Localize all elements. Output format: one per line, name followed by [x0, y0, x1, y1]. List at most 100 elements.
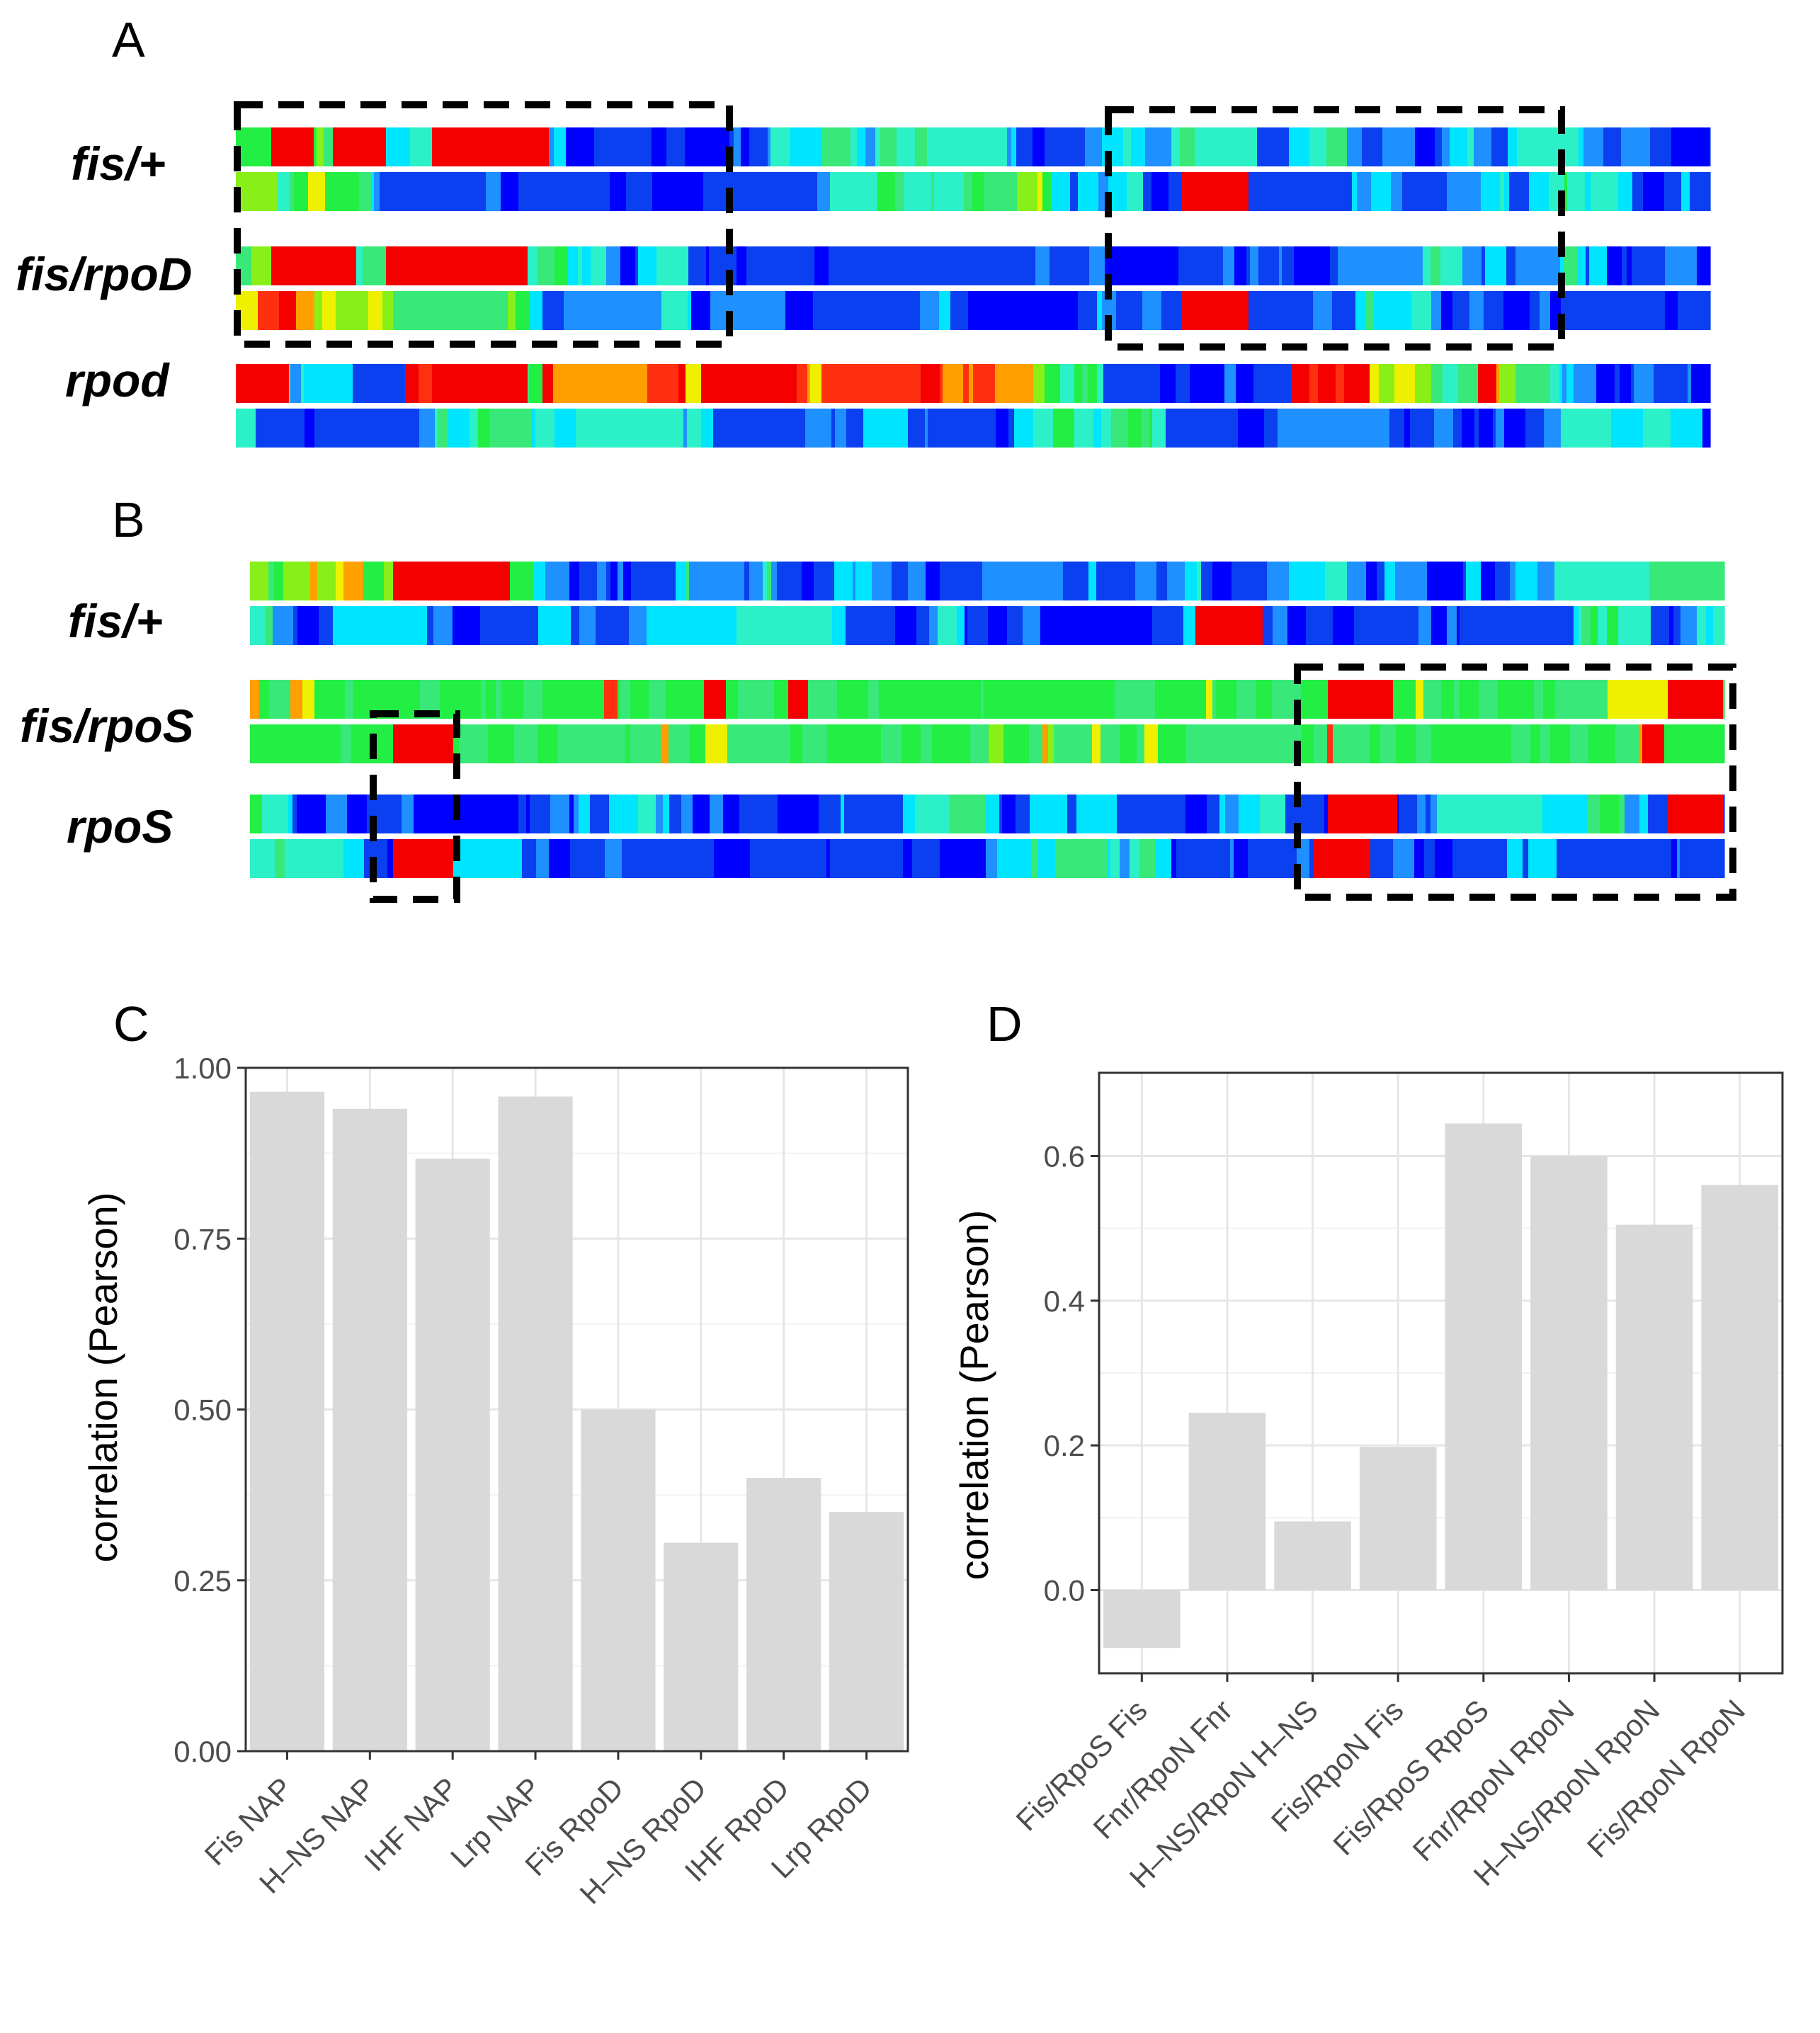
heatmap-cell [604, 680, 618, 719]
heatmap-cell [1441, 680, 1455, 719]
heatmap-cell [1023, 724, 1030, 763]
heatmap-cell [817, 172, 831, 211]
heatmap-cell [594, 127, 610, 166]
heatmap-cell [1282, 246, 1295, 285]
heatmap-cell [1278, 127, 1290, 166]
heatmap-cell [690, 724, 706, 763]
heatmap-cell [1097, 795, 1117, 833]
heatmap-cell [853, 562, 856, 600]
heatmap-cell [305, 409, 315, 448]
heatmap-cell [1176, 364, 1190, 403]
heatmap-cell [1107, 839, 1111, 878]
heatmap-cell [1496, 839, 1508, 878]
heatmap-cell [1661, 246, 1666, 285]
heatmap-cell [545, 562, 563, 600]
heatmap-cell [579, 606, 596, 645]
heatmap-cell [1358, 562, 1367, 600]
heatmap-cell [771, 562, 778, 600]
heatmap-cell [1110, 127, 1124, 166]
heatmap-cell [1070, 172, 1076, 211]
heatmap-cell [1481, 246, 1486, 285]
heatmap-cell [1088, 364, 1098, 403]
heatmap-cell [666, 127, 686, 166]
heatmap-cell [855, 291, 876, 330]
heatmap-cell [296, 291, 300, 330]
heatmap-cell [1134, 127, 1146, 166]
heatmap-cell [459, 724, 480, 763]
heatmap-cell [813, 680, 819, 719]
heatmap-cell [1143, 172, 1152, 211]
heatmap-cell [405, 364, 419, 403]
heatmap-cell [325, 172, 341, 211]
heatmap-cell [1576, 409, 1612, 448]
heatmap-cell [984, 172, 1006, 211]
heatmap-cell [1431, 246, 1441, 285]
heatmap-cell [1265, 795, 1286, 833]
heatmap-cell [1542, 795, 1562, 833]
heatmap-cell [802, 724, 824, 763]
heatmap-cell [1139, 839, 1156, 878]
heatmap-cell [510, 724, 515, 763]
heatmap-cell [1348, 291, 1356, 330]
row-label-a-fis-rpod: fis/rpoD [16, 248, 192, 300]
heatmap-cell [1287, 606, 1307, 645]
heatmap-cell [734, 127, 741, 166]
heatmap-cell [1347, 127, 1363, 166]
heatmap-cell [1677, 839, 1680, 878]
heatmap-cell [1395, 562, 1428, 600]
heatmap-cell [1166, 172, 1169, 211]
heatmap-cell [542, 291, 550, 330]
heatmap-cell [571, 680, 586, 719]
heatmap-cell [1122, 291, 1138, 330]
heatmap-cell [554, 246, 569, 285]
bar-fis-nap [249, 1091, 325, 1751]
heatmap-cell [1554, 562, 1629, 600]
heatmap-cell [1037, 172, 1043, 211]
heatmap-cell [879, 680, 968, 719]
heatmap-cell [819, 795, 841, 833]
heatmap-cell [1011, 680, 1030, 719]
heatmap-cell [1137, 724, 1145, 763]
heatmap-cell [1048, 724, 1054, 763]
heatmap-cell [290, 364, 302, 403]
heatmap-cell [549, 172, 560, 211]
heatmap-cell [1115, 680, 1130, 719]
heatmap-cell [733, 562, 745, 600]
heatmap-cell [301, 364, 305, 403]
heatmap-cell [1023, 606, 1041, 645]
heatmap-cell [821, 364, 921, 403]
heatmap-cell [846, 606, 868, 645]
bar-fis-rpon-fis [1359, 1447, 1437, 1590]
heatmap-cell [1621, 127, 1644, 166]
y-tick-label: 0.25 [174, 1564, 232, 1598]
heatmap-cell [963, 364, 969, 403]
heatmap-cell [1402, 172, 1421, 211]
heatmap-cell [1168, 606, 1184, 645]
heatmap-cell [1258, 246, 1280, 285]
heatmap-cell [1455, 172, 1463, 211]
heatmap-cell [1650, 127, 1672, 166]
heatmap-cell [649, 839, 663, 878]
heatmap-cell [1641, 246, 1657, 285]
heatmap-cell [1507, 839, 1523, 878]
heatmap-cell [597, 562, 607, 600]
heatmap-cell [300, 839, 319, 878]
heatmap-cell [1442, 127, 1450, 166]
heatmap-cell [1440, 246, 1448, 285]
heatmap-cell [671, 680, 691, 719]
heatmap-cell [921, 364, 940, 403]
heatmap-cell [813, 291, 826, 330]
heatmap-cell [999, 795, 1003, 833]
heatmap-cell [826, 291, 842, 330]
heatmap-cell [1185, 795, 1207, 833]
heatmap-cell [1651, 606, 1670, 645]
heatmap-cell [1050, 364, 1061, 403]
heatmap-cell [1060, 364, 1075, 403]
heatmap-cell [554, 127, 567, 166]
heatmap-cell [598, 172, 610, 211]
heatmap-cell [258, 291, 280, 330]
heatmap-cell [1155, 795, 1164, 833]
heatmap-cell [964, 172, 973, 211]
heatmap-cell [1101, 409, 1112, 448]
heatmap-cell [932, 724, 971, 763]
